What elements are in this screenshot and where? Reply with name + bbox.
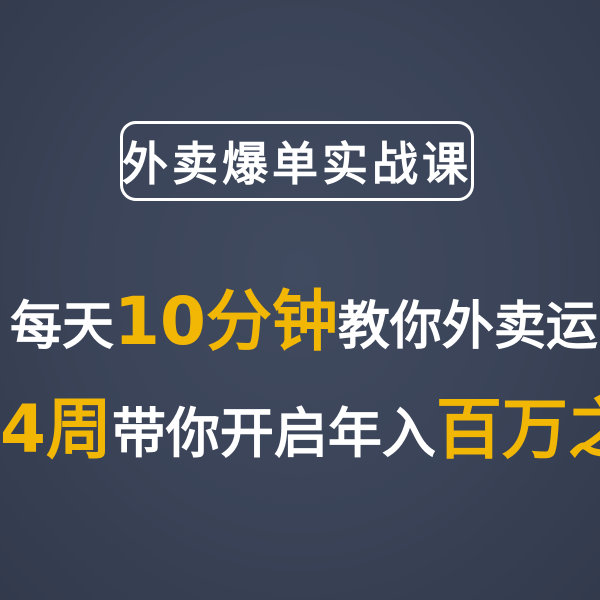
- tagline-1-prefix: 每天: [10, 297, 115, 357]
- tagline-line-1: 每天10分钟教你外卖运营: [0, 283, 600, 360]
- tagline-2-highlight-million: 百万之旅: [435, 391, 600, 468]
- tagline-line-2: 4周带你开启年入百万之旅: [0, 395, 600, 469]
- tagline-2-middle: 带你开启年入: [111, 402, 436, 465]
- tagline-2-highlight-weeks: 4周: [0, 391, 112, 468]
- course-title: 外卖爆单实战课: [122, 137, 472, 191]
- tagline-1-suffix: 教你外卖运营: [337, 297, 600, 357]
- course-title-badge: 外卖爆单实战课: [120, 121, 474, 201]
- tagline-1-highlight: 10分钟: [114, 283, 338, 360]
